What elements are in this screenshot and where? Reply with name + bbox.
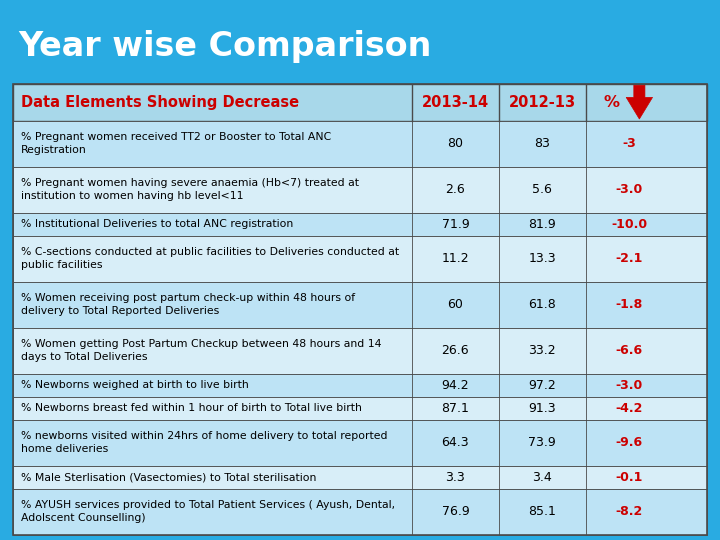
Text: -1.8: -1.8 — [616, 298, 642, 311]
Text: 13.3: 13.3 — [528, 252, 556, 265]
Text: % Newborns breast fed within 1 hour of birth to Total live birth: % Newborns breast fed within 1 hour of b… — [22, 403, 362, 413]
Text: 71.9: 71.9 — [441, 218, 469, 231]
Text: % Institutional Deliveries to total ANC registration: % Institutional Deliveries to total ANC … — [22, 219, 294, 229]
Text: 91.3: 91.3 — [528, 402, 556, 415]
Text: 60: 60 — [448, 298, 464, 311]
Bar — [13, 396, 707, 420]
Text: % Pregnant women received TT2 or Booster to Total ANC
Registration: % Pregnant women received TT2 or Booster… — [22, 132, 331, 155]
Text: % newborns visited within 24hrs of home delivery to total reported
home deliveri: % newborns visited within 24hrs of home … — [22, 431, 388, 454]
Text: -4.2: -4.2 — [616, 402, 643, 415]
Text: -10.0: -10.0 — [611, 218, 647, 231]
Text: 85.1: 85.1 — [528, 505, 556, 518]
Text: 80: 80 — [447, 137, 464, 150]
Text: 2013-14: 2013-14 — [422, 94, 489, 110]
Text: 83: 83 — [534, 137, 550, 150]
Text: 81.9: 81.9 — [528, 218, 556, 231]
Bar — [13, 120, 707, 166]
Text: 3.3: 3.3 — [446, 470, 465, 484]
Text: 94.2: 94.2 — [441, 379, 469, 392]
Text: % Women receiving post partum check-up within 48 hours of
delivery to Total Repo: % Women receiving post partum check-up w… — [22, 293, 356, 316]
Text: -0.1: -0.1 — [616, 470, 643, 484]
Text: -6.6: -6.6 — [616, 344, 642, 357]
Text: -3: -3 — [622, 137, 636, 150]
Text: 11.2: 11.2 — [441, 252, 469, 265]
Bar — [13, 420, 707, 465]
Text: % Women getting Post Partum Checkup between 48 hours and 14
days to Total Delive: % Women getting Post Partum Checkup betw… — [22, 339, 382, 362]
Bar — [13, 235, 707, 281]
Bar — [13, 328, 707, 374]
Text: %: % — [603, 94, 620, 110]
Text: 2.6: 2.6 — [446, 183, 465, 196]
Text: % AYUSH services provided to Total Patient Services ( Ayush, Dental,
Adolscent C: % AYUSH services provided to Total Patie… — [22, 500, 395, 523]
Text: % Newborns weighed at birth to live birth: % Newborns weighed at birth to live birt… — [22, 380, 249, 390]
Text: -9.6: -9.6 — [616, 436, 642, 449]
Bar — [13, 281, 707, 328]
Text: 3.4: 3.4 — [532, 470, 552, 484]
Text: 87.1: 87.1 — [441, 402, 469, 415]
Text: 73.9: 73.9 — [528, 436, 556, 449]
Text: 5.6: 5.6 — [532, 183, 552, 196]
Text: 64.3: 64.3 — [441, 436, 469, 449]
Bar — [13, 374, 707, 396]
Text: % Male Sterlisation (Vasectomies) to Total sterilisation: % Male Sterlisation (Vasectomies) to Tot… — [22, 472, 317, 482]
Text: 97.2: 97.2 — [528, 379, 556, 392]
Bar — [13, 213, 707, 235]
Bar — [13, 166, 707, 213]
Text: 76.9: 76.9 — [441, 505, 469, 518]
Bar — [13, 84, 707, 120]
Text: % Pregnant women having severe anaemia (Hb<7) treated at
institution to women ha: % Pregnant women having severe anaemia (… — [22, 178, 359, 201]
Text: 61.8: 61.8 — [528, 298, 556, 311]
Text: -3.0: -3.0 — [616, 183, 642, 196]
Bar — [13, 489, 707, 535]
Bar — [13, 465, 707, 489]
Text: -8.2: -8.2 — [616, 505, 642, 518]
Text: % C-sections conducted at public facilities to Deliveries conducted at
public fa: % C-sections conducted at public facilit… — [22, 247, 400, 270]
Text: 33.2: 33.2 — [528, 344, 556, 357]
Text: 2012-13: 2012-13 — [508, 94, 576, 110]
Polygon shape — [626, 85, 652, 119]
Text: -2.1: -2.1 — [616, 252, 643, 265]
Text: -3.0: -3.0 — [616, 379, 642, 392]
Text: Data Elements Showing Decrease: Data Elements Showing Decrease — [22, 94, 300, 110]
Text: Year wise Comparison: Year wise Comparison — [18, 30, 431, 63]
Text: 26.6: 26.6 — [441, 344, 469, 357]
